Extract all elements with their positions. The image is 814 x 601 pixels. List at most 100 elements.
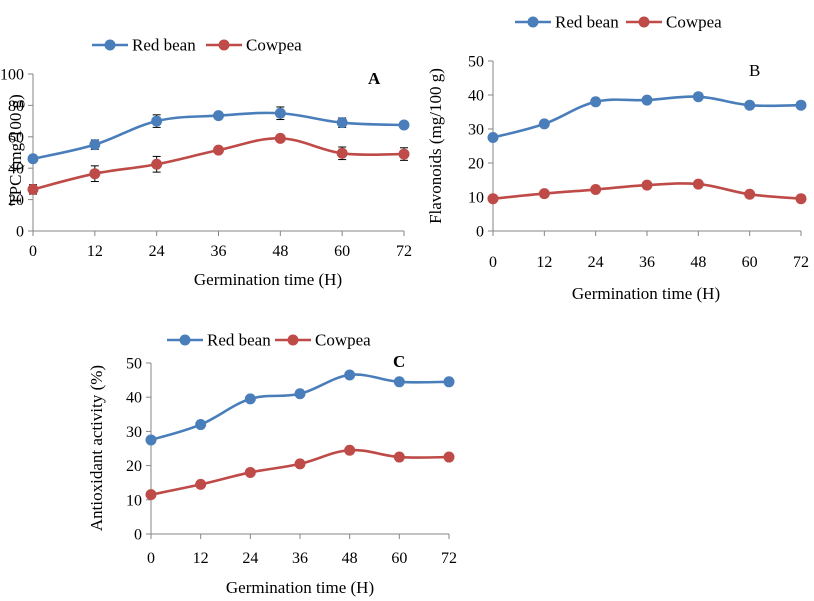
x-axis-title: Germination time (H) xyxy=(572,284,720,303)
data-point xyxy=(487,132,499,143)
data-point xyxy=(151,115,163,127)
data-point xyxy=(795,99,807,111)
x-tick-label: 48 xyxy=(342,550,358,567)
legend-label: Cowpea xyxy=(666,13,722,32)
x-tick-label: 12 xyxy=(536,254,552,271)
y-tick-label: 80 xyxy=(8,98,24,115)
legend-marker xyxy=(638,16,650,28)
y-tick-label: 20 xyxy=(8,192,24,209)
panel-label: B xyxy=(749,61,760,80)
y-tick-label: 0 xyxy=(476,224,484,241)
y-axis-title: TPC (mg/100 g) xyxy=(6,94,25,205)
legend-item-cowpea: Cowpea xyxy=(206,36,302,55)
data-point xyxy=(641,94,653,106)
series-red-bean xyxy=(487,91,807,143)
chart-panel-a: 0 20 40 60 80 100 0 12 24 36 48 60 72 Germination tim… xyxy=(0,36,412,290)
chart-panel-b: 0 10 20 30 40 50 0 12 24 36 48 60 72 Germination time… xyxy=(426,13,809,304)
legend-item-cowpea: Cowpea xyxy=(275,331,371,350)
y-tick-label: 100 xyxy=(0,67,24,84)
x-tick-label: 72 xyxy=(793,254,809,271)
data-point xyxy=(398,148,410,160)
data-point xyxy=(744,188,756,200)
data-point xyxy=(195,478,207,490)
x-tick-label: 60 xyxy=(391,550,407,567)
y-tick-label: 0 xyxy=(134,527,142,544)
y-tick-label: 20 xyxy=(468,156,484,173)
x-tick-label: 24 xyxy=(242,550,258,567)
y-tick-label: 10 xyxy=(126,492,142,509)
data-point xyxy=(590,96,602,108)
data-point xyxy=(213,110,224,122)
data-point xyxy=(195,419,207,431)
x-axis-title: Germination time (H) xyxy=(194,270,342,289)
y-axis-title: Flavonoids (mg/100 g) xyxy=(426,68,445,224)
series-cowpea xyxy=(487,178,807,205)
data-point xyxy=(795,193,807,205)
x-tick-label: 12 xyxy=(87,243,103,260)
data-point xyxy=(443,376,455,388)
x-axis-title: Germination time (H) xyxy=(226,578,374,597)
x-tick-label: 72 xyxy=(396,243,412,260)
data-point xyxy=(344,444,356,456)
series-red-bean xyxy=(27,106,410,165)
data-point xyxy=(89,139,101,151)
data-point xyxy=(393,451,405,463)
y-tick-label: 40 xyxy=(468,88,484,105)
data-point xyxy=(336,147,348,159)
legend-label: Red bean xyxy=(132,36,196,55)
data-point xyxy=(538,188,550,200)
data-point xyxy=(274,107,286,119)
data-point xyxy=(692,178,704,190)
x-tick-label: 0 xyxy=(29,243,37,260)
y-tick-label: 40 xyxy=(126,390,142,407)
legend-label: Cowpea xyxy=(315,331,371,350)
y-tick-label: 60 xyxy=(8,129,24,146)
x-tick-label: 36 xyxy=(211,243,227,260)
legend-label: Red bean xyxy=(555,13,619,32)
x-tick-label: 72 xyxy=(441,550,457,567)
legend-item-cowpea: Cowpea xyxy=(626,13,722,32)
legend-marker xyxy=(287,334,299,346)
series-line xyxy=(150,373,450,442)
data-point xyxy=(398,119,410,131)
y-tick-label: 40 xyxy=(8,161,24,178)
data-point xyxy=(344,369,356,381)
panel-label: C xyxy=(393,352,405,371)
x-tick-label: 24 xyxy=(588,254,604,271)
legend-marker xyxy=(104,39,116,51)
x-tick-label: 60 xyxy=(742,254,758,271)
x-tick-label: 0 xyxy=(147,550,155,567)
x-tick-label: 48 xyxy=(690,254,706,271)
data-point xyxy=(27,183,39,195)
data-point xyxy=(336,117,348,129)
legend-item-red-bean: Red bean xyxy=(167,331,271,350)
legend-marker xyxy=(218,39,230,51)
data-point xyxy=(538,118,550,130)
y-tick-label: 30 xyxy=(468,122,484,139)
data-point xyxy=(393,376,405,388)
data-point xyxy=(590,184,602,196)
data-point xyxy=(294,458,306,470)
y-tick-label: 30 xyxy=(126,424,142,441)
data-point xyxy=(213,144,224,156)
x-tick-label: 0 xyxy=(489,254,497,271)
y-axis-title: Antioxidant activity (%) xyxy=(87,365,106,531)
legend-marker xyxy=(179,334,191,346)
x-tick-label: 36 xyxy=(292,550,308,567)
data-point xyxy=(294,388,306,400)
data-point xyxy=(274,132,286,144)
legend-label: Cowpea xyxy=(246,36,302,55)
legend-item-red-bean: Red bean xyxy=(515,13,619,32)
x-tick-label: 36 xyxy=(639,254,655,271)
y-tick-label: 20 xyxy=(126,458,142,475)
data-point xyxy=(151,158,163,170)
data-point xyxy=(244,466,256,478)
data-point xyxy=(744,99,756,111)
x-tick-label: 12 xyxy=(193,550,209,567)
y-tick-label: 50 xyxy=(468,54,484,71)
data-point xyxy=(27,153,39,165)
data-point xyxy=(145,489,157,501)
x-tick-label: 48 xyxy=(272,243,288,260)
series-red-bean xyxy=(145,369,455,446)
